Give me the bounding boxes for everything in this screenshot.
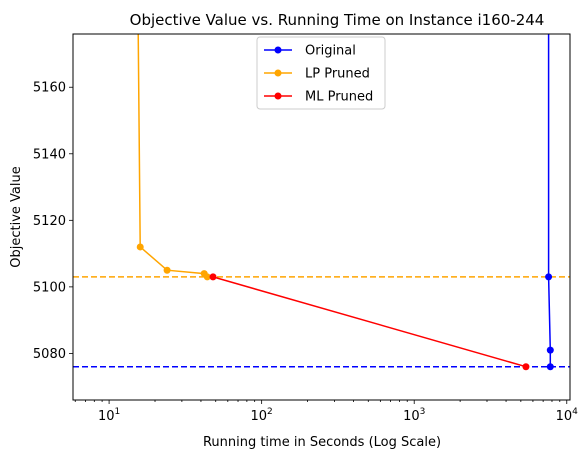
y-tick-label: 5100 <box>33 280 66 295</box>
chart-title: Objective Value vs. Running Time on Inst… <box>130 11 545 29</box>
plot-frame <box>72 33 571 401</box>
series-1-point-3 <box>203 273 211 281</box>
legend-marker-1 <box>274 69 282 77</box>
series-line-1 <box>137 34 208 278</box>
x-axis-label: Running time in Seconds (Log Scale) <box>203 435 441 450</box>
y-tick-label: 5080 <box>33 347 66 362</box>
series-2-point-1 <box>522 363 530 371</box>
series-0-point-2 <box>546 363 554 371</box>
series-line-2 <box>212 276 527 368</box>
series-2-point-0 <box>209 273 217 281</box>
x-tick-label: 101 <box>98 407 120 424</box>
x-axis: 101 102 103 104 <box>74 400 579 424</box>
legend-label-0: Original <box>305 44 356 59</box>
series-0-point-1 <box>546 346 554 354</box>
plot-area <box>73 34 570 371</box>
legend-marker-0 <box>274 46 282 54</box>
y-tick-label: 5160 <box>33 81 66 96</box>
y-tick-label: 5120 <box>33 214 66 229</box>
y-axis-label: Objective Value <box>9 166 24 267</box>
y-tick-label: 5140 <box>33 147 66 162</box>
series-0-point-0 <box>545 273 553 281</box>
legend-box <box>256 36 386 110</box>
legend-marker-2 <box>274 92 282 100</box>
legend-label-2: ML Pruned <box>305 90 373 105</box>
x-tick-label: 104 <box>556 407 579 424</box>
x-tick-label: 103 <box>403 407 425 424</box>
legend: Original LP Pruned ML Pruned <box>256 36 386 110</box>
series-1-point-1 <box>163 266 171 274</box>
y-axis: 5080 5100 5120 5140 5160 <box>33 81 73 362</box>
series-line-0 <box>547 34 552 367</box>
series-1-point-0 <box>136 243 144 251</box>
x-tick-label: 102 <box>251 407 273 424</box>
legend-label-1: LP Pruned <box>305 67 370 82</box>
